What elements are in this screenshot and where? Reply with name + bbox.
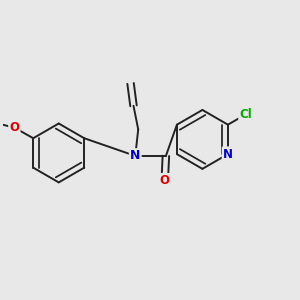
Text: N: N: [223, 148, 233, 160]
Text: O: O: [9, 121, 20, 134]
Text: N: N: [130, 149, 140, 162]
Text: O: O: [160, 174, 170, 187]
Text: Cl: Cl: [239, 108, 252, 121]
